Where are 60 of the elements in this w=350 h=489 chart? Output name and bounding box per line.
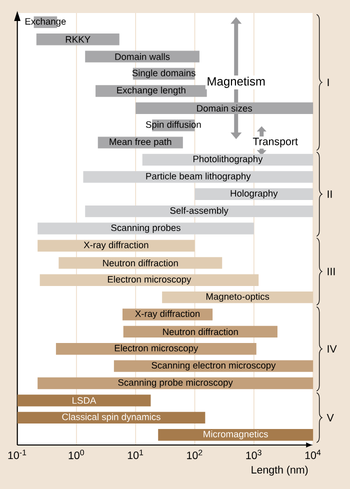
y-tick-label: X-ray diffraction (135, 310, 200, 319)
bar (83, 171, 314, 183)
x-tick-label: 10$^{4}$ (305, 450, 321, 460)
bar (17, 394, 151, 406)
x-tick-label: 10$^{1}$ (128, 450, 144, 460)
bar (162, 291, 314, 304)
bar (123, 326, 278, 338)
y-tick-label: Exchange (25, 18, 66, 27)
y-tick-label: Single domains (132, 69, 196, 78)
x-tick-label: 10$^{3}$ (246, 450, 262, 460)
y-tick-label: Micromagnetics (204, 430, 268, 440)
y-tick-label: Scanning probe microscopy (118, 378, 233, 388)
y-tick-label: Self-assembly (170, 206, 228, 216)
y-tick-label: Photolithography (193, 155, 263, 164)
x-tick-label: 10$^{-1}$ (8, 450, 26, 460)
bar (58, 257, 222, 269)
y-tick-label: Classical spin dynamics (62, 413, 160, 422)
bar (38, 222, 254, 234)
bar (85, 205, 314, 218)
text: II (328, 190, 332, 198)
text: I (328, 78, 329, 86)
y-tick-label: Scanning probes (111, 224, 180, 233)
bar (36, 34, 120, 46)
y-tick-label: X-ray diffraction (84, 241, 148, 250)
y-tick-label: Scanning electron microscopy (152, 362, 276, 370)
bar (98, 136, 183, 148)
y-tick-label: RKKY (66, 36, 90, 43)
bar (158, 429, 314, 441)
y-tick-label: Mean free path (110, 138, 172, 147)
y-tick-label: Electron microscopy (114, 344, 198, 354)
y-tick-label: Domain walls (115, 53, 170, 60)
y-tick-label: Neutron diffraction (103, 260, 178, 266)
bar (96, 85, 207, 97)
bar (142, 154, 314, 166)
y-tick-label: Electron microscopy (108, 276, 192, 284)
text: V (326, 414, 334, 422)
bar (85, 50, 200, 62)
bar (40, 274, 259, 286)
bar (114, 360, 314, 372)
annotation: Magnetism (208, 76, 265, 88)
y-tick-label: Exchange length (117, 86, 186, 96)
y-tick-label: Magneto-optics (206, 292, 270, 302)
bar (38, 377, 314, 390)
bar (194, 188, 314, 200)
x-tick-label: 10$^{2}$ (187, 450, 202, 460)
text: III (328, 268, 335, 276)
y-tick-label: Particle beam lithography (146, 172, 251, 182)
y-tick-label: Spin diffusion (146, 121, 201, 130)
y-tick-label: LSDA (72, 397, 96, 404)
y-tick-label: Domain sizes (197, 104, 252, 112)
bar (136, 102, 314, 114)
x-axis-title: Length (nm) (252, 466, 308, 476)
annotation: Transport (252, 138, 298, 148)
y-tick-label: Neutron diffraction (163, 328, 238, 336)
bar (38, 240, 195, 252)
bar (56, 343, 256, 355)
x-tick-label: 10$^{0}$ (68, 450, 84, 460)
y-tick-label: Holography (230, 190, 278, 198)
bar (122, 308, 213, 320)
text: IV (328, 345, 337, 353)
